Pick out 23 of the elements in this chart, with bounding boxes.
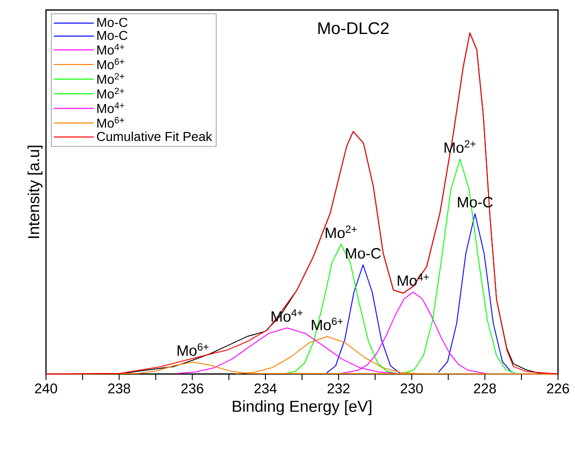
x-tick-label: 226 (547, 384, 570, 394)
legend-label: Mo$^{4+}$ (97, 102, 124, 114)
annotation: Mo$^{6+}$ (178, 343, 209, 356)
legend-label: Mo-C (97, 18, 128, 27)
annotation: Mo-C (346, 248, 381, 259)
x-tick-label: 240 (35, 384, 58, 394)
x-axis-title: Binding Energy [eV] (232, 400, 372, 416)
y-axis-title: Intensity [a.u] (28, 146, 42, 238)
legend-label: Mo$^{6+}$ (97, 116, 124, 128)
x-tick-label: 238 (108, 384, 130, 394)
legend-label: Mo$^{2+}$ (97, 73, 124, 84)
x-tick-label: 234 (254, 384, 277, 394)
chart-title: Mo-DLC2 (318, 22, 389, 34)
x-tick-label: 230 (400, 384, 423, 394)
x-tick-label: 232 (328, 384, 350, 394)
legend-label: Mo-C (97, 30, 128, 40)
legend-label: Mo$^{6+}$ (97, 58, 124, 70)
x-tick-label: 228 (474, 384, 496, 394)
annotation: Mo$^{2+}$ (326, 226, 357, 238)
legend-label: Mo$^{4+}$ (97, 44, 124, 55)
x-tick-label: 236 (181, 384, 204, 394)
legend-label: Mo$^{2+}$ (97, 88, 124, 99)
legend-label: Cumulative Fit Peak (96, 132, 212, 142)
